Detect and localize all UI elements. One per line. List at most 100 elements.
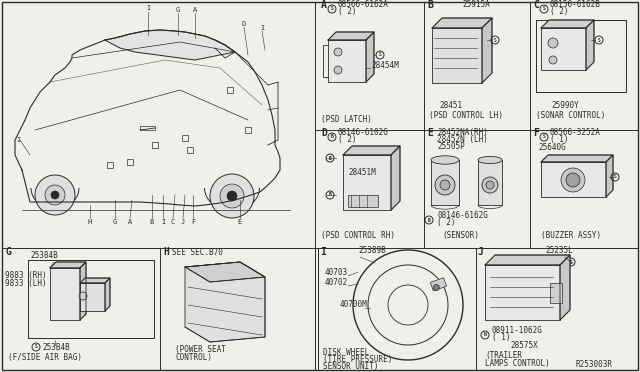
Text: E: E xyxy=(238,219,242,225)
Text: B: B xyxy=(428,218,431,222)
Text: S: S xyxy=(543,6,545,12)
Bar xyxy=(182,135,188,141)
Bar xyxy=(107,162,113,168)
Text: B: B xyxy=(427,0,433,10)
Text: F: F xyxy=(191,219,195,225)
Circle shape xyxy=(45,185,65,205)
Text: ( 1): ( 1) xyxy=(550,135,568,144)
Text: (TIRE PRESSURE): (TIRE PRESSURE) xyxy=(323,355,392,364)
Text: 40702: 40702 xyxy=(325,278,348,287)
Text: (F/SIDE AIR BAG): (F/SIDE AIR BAG) xyxy=(8,353,82,362)
Text: 25389B: 25389B xyxy=(358,246,386,255)
Polygon shape xyxy=(80,262,86,320)
Text: J: J xyxy=(478,247,484,257)
Polygon shape xyxy=(391,146,400,210)
Text: G: G xyxy=(176,7,180,13)
Text: F: F xyxy=(533,128,539,138)
Bar xyxy=(187,147,193,153)
Text: B: B xyxy=(328,155,332,160)
Text: R253003R: R253003R xyxy=(575,360,612,369)
Text: H: H xyxy=(163,247,169,257)
Polygon shape xyxy=(485,255,570,265)
Bar xyxy=(485,265,560,320)
Text: 25640G: 25640G xyxy=(538,143,566,152)
Text: 28452NA(RH): 28452NA(RH) xyxy=(437,128,488,137)
Text: A: A xyxy=(128,219,132,225)
Circle shape xyxy=(35,175,75,215)
Polygon shape xyxy=(105,30,235,60)
Text: ( 2): ( 2) xyxy=(550,7,568,16)
Text: B: B xyxy=(328,192,332,198)
Text: J: J xyxy=(181,219,185,225)
Text: 08146-6162G: 08146-6162G xyxy=(437,211,488,220)
Bar xyxy=(140,126,155,130)
Text: 25915A: 25915A xyxy=(462,0,490,9)
Text: (POWER SEAT: (POWER SEAT xyxy=(175,345,226,354)
Text: C: C xyxy=(533,0,539,10)
Text: 08146-6102G: 08146-6102G xyxy=(338,128,389,137)
Text: S: S xyxy=(331,6,333,12)
Text: A: A xyxy=(321,0,327,10)
Text: D: D xyxy=(321,128,327,138)
Text: G: G xyxy=(5,247,11,257)
Text: I: I xyxy=(161,219,165,225)
Text: 28451: 28451 xyxy=(439,101,462,110)
Text: SENSOR UNIT): SENSOR UNIT) xyxy=(323,362,378,371)
Text: I: I xyxy=(260,25,264,31)
Text: I: I xyxy=(146,5,150,11)
Circle shape xyxy=(79,292,87,300)
Text: N: N xyxy=(484,333,486,337)
Polygon shape xyxy=(606,155,613,197)
Polygon shape xyxy=(343,146,400,155)
Text: I: I xyxy=(320,247,326,257)
Bar xyxy=(430,278,447,291)
Circle shape xyxy=(435,175,455,195)
Text: (PSD LATCH): (PSD LATCH) xyxy=(321,115,372,124)
Circle shape xyxy=(334,48,342,56)
Circle shape xyxy=(227,191,237,201)
Bar xyxy=(245,127,251,133)
Polygon shape xyxy=(432,18,492,28)
Text: (SONAR CONTROL): (SONAR CONTROL) xyxy=(536,111,605,120)
Text: (PSD CONTROL LH): (PSD CONTROL LH) xyxy=(429,111,503,120)
Polygon shape xyxy=(541,155,613,162)
Bar xyxy=(328,40,366,82)
Text: 40700M: 40700M xyxy=(340,300,368,309)
Text: B: B xyxy=(331,135,333,140)
Bar xyxy=(28,260,154,338)
Polygon shape xyxy=(50,262,86,268)
Polygon shape xyxy=(185,262,265,342)
Text: 40703: 40703 xyxy=(325,268,348,277)
Polygon shape xyxy=(541,20,594,28)
Bar xyxy=(432,28,482,83)
Text: LAMPS CONTROL): LAMPS CONTROL) xyxy=(485,359,550,368)
Bar xyxy=(478,160,502,205)
Circle shape xyxy=(561,168,585,192)
Text: C: C xyxy=(171,219,175,225)
Text: S: S xyxy=(379,52,381,58)
Text: 9883 (RH): 9883 (RH) xyxy=(5,271,47,280)
Circle shape xyxy=(440,180,450,190)
Text: ( 1): ( 1) xyxy=(492,333,511,342)
Text: 25505P: 25505P xyxy=(437,142,465,151)
Text: S: S xyxy=(543,135,545,140)
Text: 25990Y: 25990Y xyxy=(551,101,579,110)
Text: 9833 (LH): 9833 (LH) xyxy=(5,279,47,288)
Bar xyxy=(431,160,459,205)
Text: ( 2): ( 2) xyxy=(437,218,456,227)
Ellipse shape xyxy=(431,156,459,164)
Text: 28454M: 28454M xyxy=(371,61,399,70)
Bar xyxy=(127,159,133,165)
Circle shape xyxy=(433,285,439,291)
Bar xyxy=(550,283,562,303)
Text: 25384B: 25384B xyxy=(30,251,58,260)
Text: CONTROL): CONTROL) xyxy=(175,353,212,362)
Text: S: S xyxy=(493,38,497,42)
Text: (TRAILER: (TRAILER xyxy=(485,351,522,360)
Bar xyxy=(50,268,80,320)
Text: S: S xyxy=(570,260,572,264)
Ellipse shape xyxy=(478,156,502,164)
Circle shape xyxy=(549,56,557,64)
Text: 25235L: 25235L xyxy=(545,246,573,255)
Circle shape xyxy=(482,177,498,193)
